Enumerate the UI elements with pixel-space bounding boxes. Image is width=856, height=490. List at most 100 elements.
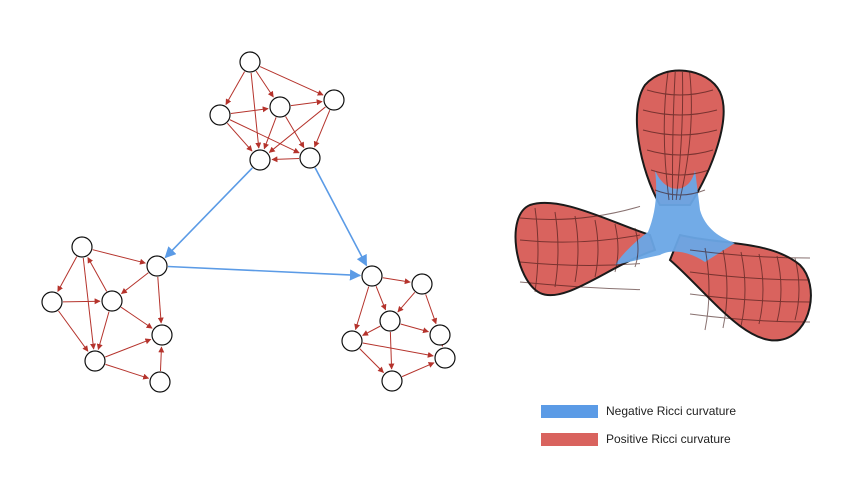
surface-neck	[615, 170, 735, 265]
intra-edge	[382, 277, 411, 285]
intra-edge	[120, 306, 153, 329]
intra-edge	[58, 310, 89, 352]
inter-edge	[167, 265, 362, 281]
legend: Negative Ricci curvature Positive Ricci …	[541, 402, 736, 458]
intra-edge	[226, 122, 253, 152]
surface-grid-line	[776, 255, 782, 323]
intra-edge	[87, 256, 108, 292]
community-graph	[41, 51, 456, 393]
surface-grid-lines	[519, 71, 811, 331]
intra-edge	[263, 117, 277, 150]
graph-node	[151, 324, 173, 346]
legend-item-negative: Negative Ricci curvature	[541, 402, 736, 420]
legend-item-positive: Positive Ricci curvature	[541, 430, 736, 448]
graph-node	[209, 104, 231, 126]
inter-edge	[314, 167, 368, 267]
surface-grid-line	[689, 271, 811, 281]
intra-edge	[230, 106, 269, 115]
surface-grid-line	[654, 189, 706, 196]
surface-grid-line	[642, 129, 718, 136]
surface-grid-line	[650, 169, 710, 176]
intra-edge	[255, 70, 274, 98]
intra-edge	[82, 257, 97, 350]
surface-grid-line	[758, 253, 764, 325]
surface-grid-line	[594, 219, 599, 278]
three-lobed-surface	[514, 69, 812, 342]
intra-edge	[401, 362, 435, 378]
intra-edge	[354, 286, 370, 331]
intra-edge	[57, 256, 78, 292]
surface-grid-line	[689, 249, 811, 259]
intra-edge	[92, 249, 146, 265]
intra-edge	[62, 298, 101, 305]
surface-grid-line	[642, 109, 718, 116]
intra-edge	[157, 276, 164, 324]
intra-edge	[313, 109, 331, 148]
surface-grid-line	[519, 234, 641, 243]
legend-label-positive: Positive Ricci curvature	[606, 432, 731, 446]
intra-edge	[120, 272, 149, 295]
graph-node	[101, 290, 123, 312]
graph-node	[84, 350, 106, 372]
legend-swatch-negative	[541, 404, 598, 418]
intra-community-edges	[57, 66, 445, 380]
surface-grid-line	[672, 71, 676, 201]
graph-nodes	[41, 51, 456, 393]
intra-edge	[290, 99, 323, 107]
inter-community-edges	[164, 167, 368, 281]
graph-node	[299, 147, 321, 169]
intra-edge	[229, 119, 300, 154]
graph-node	[149, 371, 171, 393]
surface-grid-line	[574, 215, 579, 283]
surface-lobe-top	[635, 69, 725, 206]
surface-grid-line	[704, 247, 710, 331]
intra-edge	[105, 338, 152, 358]
intra-edge	[250, 72, 262, 149]
intra-edge	[400, 323, 430, 334]
surface-grid-line	[689, 293, 811, 303]
intra-edge	[359, 348, 384, 373]
graph-node	[41, 291, 63, 313]
graph-node	[71, 236, 93, 258]
graph-node	[434, 347, 456, 369]
graph-node	[146, 255, 168, 277]
surface-grid-line	[679, 71, 692, 201]
graph-node	[379, 310, 401, 332]
graph-node	[239, 51, 261, 73]
intra-edge	[397, 291, 416, 313]
graph-node	[341, 330, 363, 352]
intra-edge	[362, 342, 434, 358]
graph-node	[429, 324, 451, 346]
surface-lobe-left	[514, 201, 657, 297]
surface-grid-line	[519, 261, 641, 266]
intra-edge	[96, 311, 110, 351]
intra-edge	[259, 66, 324, 96]
intra-edge	[388, 331, 395, 370]
graph-node	[269, 96, 291, 118]
legend-label-negative: Negative Ricci curvature	[606, 404, 737, 418]
surface-grid-line	[646, 89, 714, 96]
legend-swatch-positive	[541, 432, 598, 446]
surface-grid-line	[794, 257, 800, 321]
surface-grid-line	[663, 71, 670, 201]
intra-edge	[425, 294, 438, 325]
intra-edge	[271, 156, 300, 163]
graph-node	[381, 370, 403, 392]
intra-edge	[375, 286, 387, 311]
intra-edge	[225, 71, 246, 106]
surface-grid-line	[675, 71, 684, 201]
graph-node	[411, 273, 433, 295]
inter-edge	[164, 167, 253, 259]
graph-node	[249, 149, 271, 171]
graph-node	[361, 265, 383, 287]
intra-edge	[105, 363, 150, 380]
graph-node	[323, 89, 345, 111]
intra-edge	[158, 346, 165, 372]
surface-grid-line	[722, 249, 728, 329]
surface-grid-line	[519, 205, 641, 221]
intra-edge	[362, 325, 381, 336]
surface-grid-line	[614, 223, 619, 273]
surface-grid-line	[689, 313, 811, 323]
intra-edge	[268, 106, 326, 153]
